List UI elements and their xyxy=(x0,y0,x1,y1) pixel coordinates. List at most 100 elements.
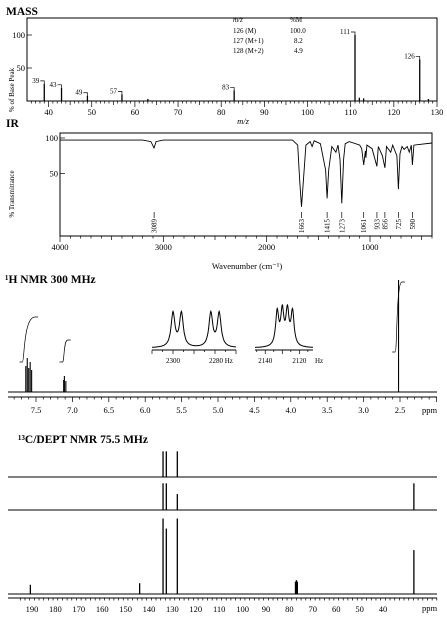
mass-y-tick-label: 100 xyxy=(12,30,25,40)
hnmr-x-tick-label: 6.5 xyxy=(103,405,114,415)
cnmr-spectrum-plot: 190 180 170 160 150 140 130 120 110 100 90 80 70 60 50… xyxy=(8,451,438,614)
cnmr-x-tick-label: 190 xyxy=(26,604,39,614)
mass-x-tick-label: 60 xyxy=(131,107,140,117)
mass-x-tick-label: 130 xyxy=(431,107,444,117)
mass-x-tick-label: 40 xyxy=(44,107,53,117)
cnmr-x-tick-label: 80 xyxy=(285,604,294,614)
mass-table-header-pct: %M xyxy=(290,16,303,24)
hnmr-x-tick-label: 2.5 xyxy=(395,405,406,415)
hnmr-integral-curve xyxy=(19,316,38,363)
mass-x-tick-label: 90 xyxy=(260,107,269,117)
cnmr-x-tick-label: 170 xyxy=(72,604,85,614)
cnmr-title: ¹³C/DEPT NMR 75.5 MHz xyxy=(18,434,148,446)
mass-spectrum-plot: 40 50 60 70 80 90 100 110 120 130 50 100 39 43 49 57 83 1… xyxy=(12,17,444,117)
inset-tick-label: 2120 xyxy=(292,357,307,365)
mass-table-cell: 128 (M+2) xyxy=(233,47,264,55)
hnmr-x-tick-label: 4.0 xyxy=(285,405,296,415)
ir-spectrum-plot: 4000 3000 2000 1000 50 100 3089 1663 1415 1273 106… xyxy=(45,132,433,252)
ir-peak-label: 590 xyxy=(409,219,417,230)
cnmr-x-tick-label: 180 xyxy=(49,604,62,614)
ir-x-tick-label: 3000 xyxy=(155,242,172,252)
mass-peak-label: 57 xyxy=(110,87,118,95)
hnmr-integral-curve xyxy=(392,281,405,353)
mass-x-tick-label: 100 xyxy=(301,107,314,117)
cnmr-x-tick-label: 110 xyxy=(213,604,225,614)
mass-y-tick-label: 50 xyxy=(17,63,26,73)
cnmr-x-tick-label: 70 xyxy=(309,604,318,614)
mass-peak-leader xyxy=(57,84,62,88)
mass-table-cell: 100.0 xyxy=(290,27,306,35)
ir-peak-label: 933 xyxy=(373,219,381,230)
mass-x-tick-label: 120 xyxy=(387,107,400,117)
ir-xlabel: Wavenumber (cm⁻¹) xyxy=(212,261,282,271)
cnmr-x-tick-label: 140 xyxy=(143,604,156,614)
ir-title: IR xyxy=(6,118,19,130)
hnmr-xlabel: ppm xyxy=(422,405,438,415)
mass-table-cell: 8.2 xyxy=(294,37,303,45)
mass-table-cell: 126 (M) xyxy=(233,27,257,35)
hnmr-x-tick-label: 7.5 xyxy=(31,405,42,415)
ir-ylabel: % Transmittance xyxy=(8,170,16,217)
hnmr-x-tick-label: 3.0 xyxy=(358,405,369,415)
mass-peak-leader xyxy=(415,56,421,60)
mass-title: MASS xyxy=(6,6,38,18)
inset-tick-label: Hz xyxy=(315,357,323,365)
hnmr-integral-curve xyxy=(59,339,71,363)
ir-x-tick-label: 1000 xyxy=(362,242,379,252)
ir-trace xyxy=(60,139,433,207)
mass-peak-label: 39 xyxy=(32,77,40,85)
ir-peak-label: 3089 xyxy=(151,219,159,234)
hnmr-x-tick-label: 5.0 xyxy=(213,405,224,415)
mass-table-header-mz: m/z xyxy=(233,16,243,24)
ir-peak-label: 1663 xyxy=(298,219,306,234)
hnmr-x-tick-label: 3.5 xyxy=(322,405,333,415)
mass-peak-label: 49 xyxy=(75,89,83,97)
ir-y-tick-label: 50 xyxy=(50,169,59,179)
cnmr-x-tick-label: 40 xyxy=(379,604,388,614)
mass-table-cell: 4.9 xyxy=(294,47,303,55)
ir-peak-label: 1061 xyxy=(360,219,368,234)
hnmr-x-tick-label: 4.5 xyxy=(249,405,260,415)
mass-peak-leader xyxy=(40,80,45,84)
mass-x-tick-label: 50 xyxy=(87,107,96,117)
ir-peak-label: 1273 xyxy=(338,219,346,234)
mass-peak-leader xyxy=(351,31,356,35)
cnmr-x-tick-label: 130 xyxy=(166,604,179,614)
ir-peak-label: 1415 xyxy=(324,219,332,234)
inset-tick-label: 2300 xyxy=(166,357,181,365)
mass-ylabel: % of Base Peak xyxy=(8,67,16,112)
mass-xlabel: m/z xyxy=(237,116,250,126)
ir-peak-label: 725 xyxy=(395,219,403,230)
hnmr-spectrum-plot: 7.5 7.0 6.5 6.0 5.5 5.0 4.5 4.0 3.5 3.0 2.5 xyxy=(8,280,437,415)
mass-peak-label: 126 xyxy=(404,52,415,60)
mass-peak-label: 83 xyxy=(222,83,230,91)
mass-peak-leader xyxy=(83,92,88,96)
hnmr-x-tick-label: 6.0 xyxy=(140,405,151,415)
mass-x-tick-label: 80 xyxy=(217,107,226,117)
mass-isotope-table: m/z %M 126 (M) 100.0 127 (M+1) 8.2 128 (… xyxy=(233,16,306,55)
cnmr-x-tick-label: 150 xyxy=(119,604,132,614)
hnmr-insets: 2300 2280 Hz 2140 2120 Hz xyxy=(151,303,323,365)
inset-tick-label: 2280 Hz xyxy=(209,357,233,365)
hnmr-x-tick-label: 7.0 xyxy=(67,405,78,415)
mass-x-tick-label: 110 xyxy=(344,107,356,117)
mass-x-tick-label: 70 xyxy=(174,107,183,117)
hnmr-title: ¹H NMR 300 MHz xyxy=(5,274,96,286)
mass-frame xyxy=(26,17,438,102)
mass-peak-leader xyxy=(230,87,235,91)
cnmr-x-tick-label: 120 xyxy=(189,604,202,614)
cnmr-xlabel: ppm xyxy=(422,603,438,613)
cnmr-x-tick-label: 50 xyxy=(355,604,364,614)
ir-x-tick-label: 4000 xyxy=(52,242,69,252)
ir-y-tick-label: 100 xyxy=(45,133,58,143)
inset-multiplet-trace xyxy=(152,309,237,348)
mass-peak-leader xyxy=(117,91,123,95)
mass-peak-label: 43 xyxy=(50,81,58,89)
cnmr-x-tick-label: 60 xyxy=(332,604,341,614)
cnmr-x-tick-label: 160 xyxy=(96,604,109,614)
inset-tick-label: 2140 xyxy=(258,357,273,365)
inset-multiplet-trace xyxy=(255,303,313,348)
mass-table-cell: 127 (M+1) xyxy=(233,37,264,45)
hnmr-x-tick-label: 5.5 xyxy=(176,405,187,415)
